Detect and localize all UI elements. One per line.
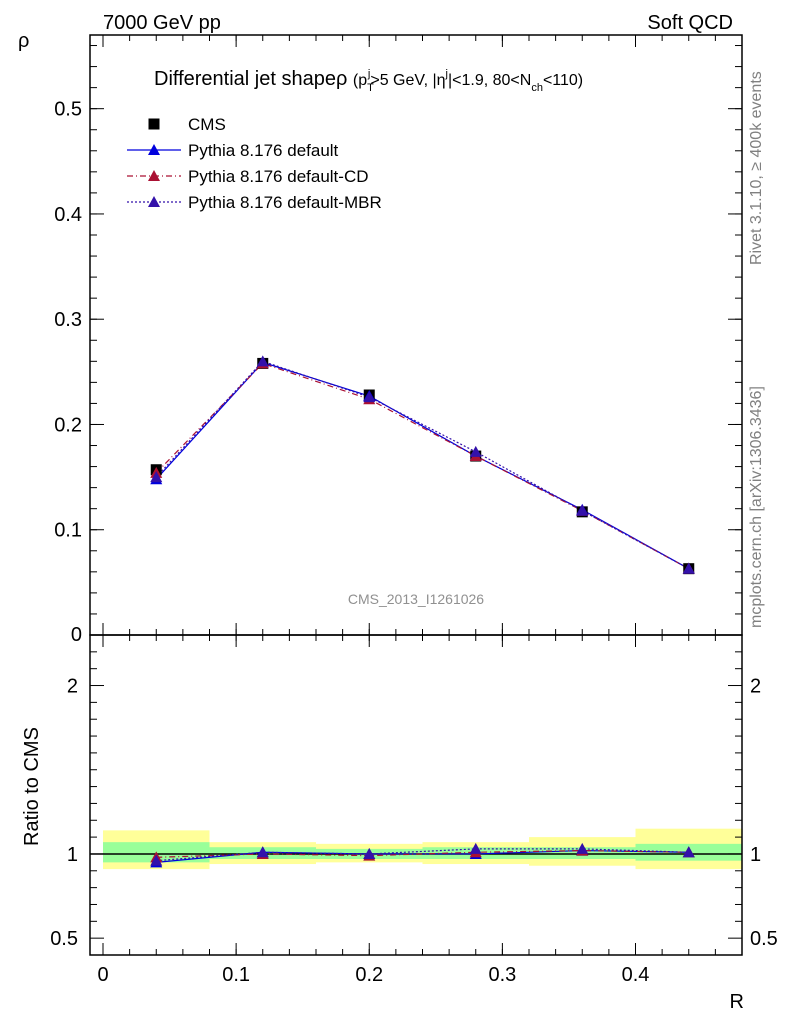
series-line-ratio bbox=[156, 849, 689, 858]
x-tick-label: 0.2 bbox=[355, 964, 383, 986]
legend-marker bbox=[148, 144, 160, 155]
ratio-point bbox=[363, 847, 376, 859]
y-tick-label: 0.5 bbox=[54, 99, 82, 121]
legend: CMS Pythia 8.176 default Pythia 8.176 defa… bbox=[127, 115, 382, 212]
title-mid1: >5 GeV, |η bbox=[370, 72, 445, 89]
y-zero-tick-label: 0 bbox=[71, 624, 82, 646]
chart-title: Differential jet shapeρ (pTj>5 GeV, |ηj|… bbox=[154, 68, 583, 94]
title-sub-t: T bbox=[367, 82, 374, 94]
ratio-frame bbox=[89, 634, 743, 956]
title-sub-ch: ch bbox=[531, 82, 543, 94]
legend-marker bbox=[148, 170, 160, 181]
axes bbox=[89, 34, 743, 956]
ratio-tick-label-right: 1 bbox=[750, 844, 761, 866]
ratio-tick-label-left: 0.5 bbox=[50, 928, 78, 950]
ratio-point bbox=[576, 842, 589, 854]
data-point bbox=[469, 445, 482, 457]
y-tick-label: 0.1 bbox=[54, 520, 82, 542]
series-lines bbox=[155, 360, 690, 863]
ratio-point bbox=[256, 846, 269, 858]
tick-labels: 0 0.1 0.2 0.3 0.4 0.1 0.2 0.3 0.4 0.5 0 0.5 0.5 1 1 2 2 bbox=[50, 99, 778, 986]
legend-label: Pythia 8.176 default-MBR bbox=[188, 193, 382, 212]
ratio-tick-label-left: 1 bbox=[67, 844, 78, 866]
header-process-label: Soft QCD bbox=[647, 12, 733, 34]
ratio-point bbox=[682, 846, 695, 858]
legend-marker bbox=[148, 196, 160, 207]
legend-label: CMS bbox=[188, 115, 226, 134]
ratio-uncertainty-bands bbox=[90, 828, 742, 870]
data-point bbox=[576, 504, 589, 516]
y-tick-label: 0.4 bbox=[54, 204, 82, 226]
ratio-tick-label-left: 2 bbox=[67, 676, 78, 698]
data-point bbox=[682, 562, 695, 574]
title-rho: ρ bbox=[336, 68, 347, 90]
title-open: (p bbox=[353, 72, 367, 89]
x-tick-label: 0 bbox=[97, 964, 108, 986]
legend-label: Pythia 8.176 default bbox=[188, 141, 339, 160]
x-axis-label: R bbox=[730, 991, 744, 1013]
y-tick-label: 0.2 bbox=[54, 414, 82, 436]
x-tick-label: 0.3 bbox=[488, 964, 516, 986]
ratio-tick-label-right: 0.5 bbox=[750, 928, 778, 950]
mcplots-label: mcplots.cern.ch [arXiv:1306.3436] bbox=[748, 386, 765, 628]
rivet-version-label: Rivet 3.1.10, ≥ 400k events bbox=[748, 71, 765, 265]
ratio-y-axis-label: Ratio to CMS bbox=[21, 727, 43, 846]
analysis-id-label: CMS_2013_I1261026 bbox=[348, 591, 484, 607]
series-line-ratio bbox=[156, 848, 689, 862]
title-sup-j1: j bbox=[367, 68, 370, 80]
x-tick-label: 0.1 bbox=[222, 964, 250, 986]
legend-label: Pythia 8.176 default-CD bbox=[188, 167, 369, 186]
title-mid2: |<1.9, 80<N bbox=[448, 72, 531, 89]
title-main: Differential jet shape bbox=[154, 68, 336, 90]
data-point bbox=[150, 471, 163, 483]
series-line-main bbox=[155, 361, 690, 570]
legend-marker bbox=[148, 118, 160, 130]
y-axis-label: ρ bbox=[18, 30, 29, 52]
header-energy-label: 7000 GeV pp bbox=[103, 12, 221, 34]
series-line-main bbox=[155, 360, 690, 570]
data-markers bbox=[150, 355, 695, 868]
data-point bbox=[256, 355, 269, 367]
data-point bbox=[363, 391, 376, 403]
ratio-tick-label-right: 2 bbox=[750, 676, 761, 698]
series-line-main bbox=[155, 362, 690, 570]
title-end: <110) bbox=[543, 72, 583, 89]
title-sup-j2: j bbox=[445, 68, 448, 80]
y-tick-label: 0.3 bbox=[54, 309, 82, 331]
ratio-point bbox=[469, 842, 482, 854]
ratio-point bbox=[150, 854, 163, 866]
x-tick-label: 0.4 bbox=[622, 964, 650, 986]
